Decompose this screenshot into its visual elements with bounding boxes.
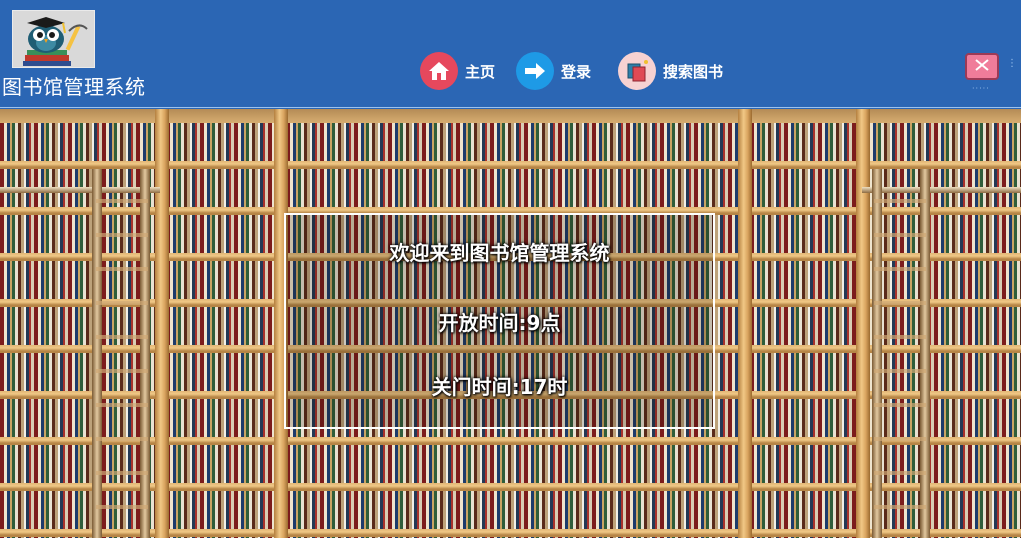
nav-home-button[interactable]: 主页 <box>420 52 495 90</box>
nav-search-books-button[interactable]: 搜索图书 <box>618 52 723 90</box>
arrow-right-icon <box>516 52 554 90</box>
shelf-post <box>856 109 870 538</box>
bookshelf-right-inner <box>750 123 858 538</box>
app-title: 图书馆管理系统 <box>2 75 146 99</box>
bookshelf-center <box>286 123 740 538</box>
ladder-rungs <box>96 169 148 538</box>
shelf-post <box>155 109 169 538</box>
close-side-decoration: ⋮ <box>1007 58 1017 69</box>
nav-login-label: 登录 <box>561 62 592 81</box>
close-button[interactable] <box>965 53 999 80</box>
shelf-post <box>738 109 752 538</box>
nav-login-button[interactable]: 登录 <box>516 52 591 90</box>
home-icon <box>420 52 458 90</box>
header-bar: 图书馆管理系统 主页 登录 搜索图书 <box>0 0 1021 108</box>
nav-home-label: 主页 <box>465 62 496 81</box>
shelf-ceiling <box>0 109 1021 123</box>
open-time-text: 开放时间:9点 <box>438 311 561 335</box>
library-bookshelves-backdrop <box>0 109 1021 538</box>
close-icon <box>973 57 991 76</box>
welcome-title: 欢迎来到图书馆管理系统 <box>389 241 610 265</box>
ladder-rungs <box>874 169 926 538</box>
close-time-text: 关门时间:17时 <box>431 375 568 399</box>
ladder-rail <box>862 187 1021 193</box>
bookshelf-left-inner <box>166 123 274 538</box>
owl-logo-icon <box>12 10 95 68</box>
welcome-panel: 欢迎来到图书馆管理系统 开放时间:9点 关门时间:17时 <box>284 213 715 429</box>
nav-search-books-label: 搜索图书 <box>663 62 724 81</box>
ladder-rail <box>0 187 160 193</box>
close-decoration: ····· <box>972 84 990 93</box>
books-search-icon <box>618 52 656 90</box>
